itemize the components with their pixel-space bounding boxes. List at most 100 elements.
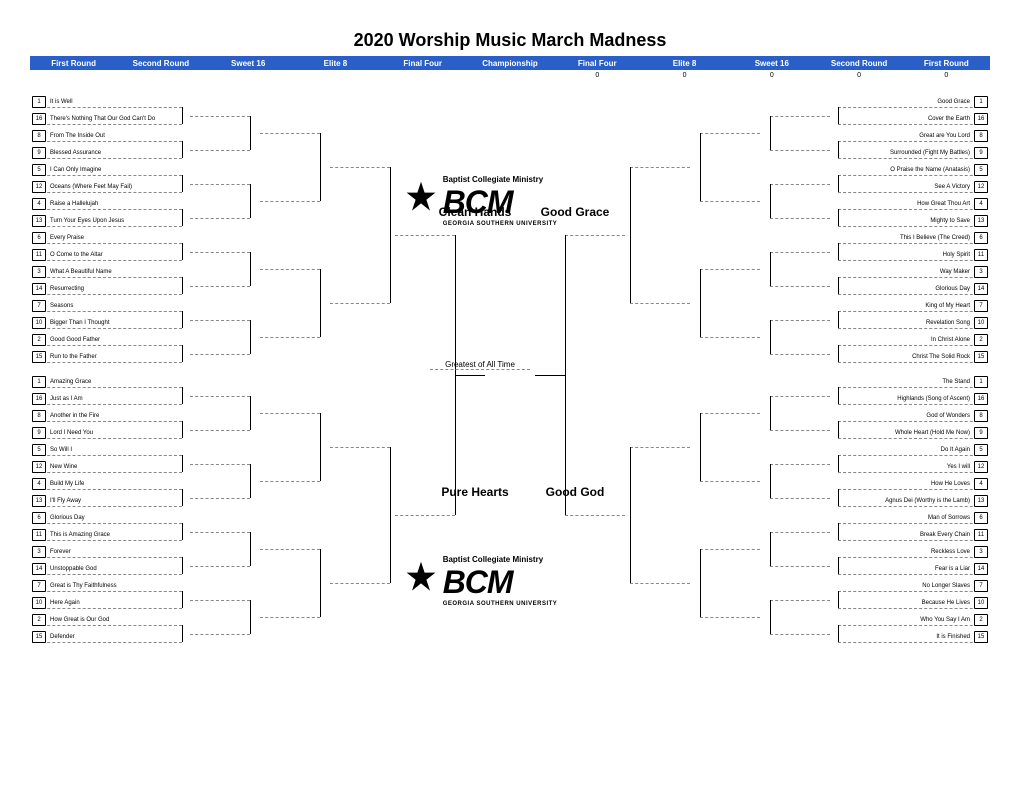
bracket-entry: 10Revelation Song bbox=[838, 317, 988, 329]
zero-cell: 0 bbox=[815, 72, 902, 79]
bracket-entry: 6Glorious Day bbox=[32, 512, 182, 524]
zero-cell: 0 bbox=[554, 72, 641, 79]
zero-cell bbox=[466, 72, 553, 79]
entry-name: I Can Only Imagine bbox=[48, 167, 103, 173]
seed: 2 bbox=[974, 334, 988, 346]
bcm-logo: Baptist Collegiate MinistryBCMGEORGIA SO… bbox=[390, 555, 570, 607]
bracket-entry: 10Because He Lives bbox=[838, 597, 988, 609]
seed: 10 bbox=[974, 317, 988, 329]
entry-name: No Longer Slaves bbox=[920, 583, 972, 589]
champion-label: Greatest of All Time bbox=[430, 360, 530, 370]
bracket-entry: 16Cover the Earth bbox=[838, 113, 988, 125]
entry-name: Surrounded (Fight My Battles) bbox=[888, 150, 972, 156]
seed: 15 bbox=[32, 631, 46, 643]
bracket-entry: 15It is Finished bbox=[838, 631, 988, 643]
seed: 3 bbox=[32, 546, 46, 558]
bracket-entry: 14Unstoppable God bbox=[32, 563, 182, 575]
entry-name: Every Praise bbox=[48, 235, 86, 241]
seed: 14 bbox=[32, 283, 46, 295]
entry-name: God of Wonders bbox=[924, 413, 972, 419]
entry-name: This I Believe (The Creed) bbox=[898, 235, 972, 241]
bracket-entry: 4Build My Life bbox=[32, 478, 182, 490]
entry-name: Good Grace bbox=[935, 99, 972, 105]
zero-cell bbox=[379, 72, 466, 79]
entry-name: Unstoppable God bbox=[48, 566, 99, 572]
entry-name: Raise a Hallelujah bbox=[48, 201, 100, 207]
seed: 11 bbox=[974, 249, 988, 261]
entry-name: So Will I bbox=[48, 447, 74, 453]
seed: 13 bbox=[32, 215, 46, 227]
bracket-entry: 7Seasons bbox=[32, 300, 182, 312]
seed: 9 bbox=[32, 147, 46, 159]
seed: 3 bbox=[974, 546, 988, 558]
bracket-entry: 14Fear is a Liar bbox=[838, 563, 988, 575]
page-title: 2020 Worship Music March Madness bbox=[0, 30, 1020, 51]
entry-name: Holy Spirit bbox=[941, 252, 972, 258]
seed: 15 bbox=[32, 351, 46, 363]
bracket-entry: 5O Praise the Name (Anatasis) bbox=[838, 164, 988, 176]
seed: 7 bbox=[32, 300, 46, 312]
zero-cell bbox=[292, 72, 379, 79]
header-col: Elite 8 bbox=[292, 59, 379, 68]
seed: 1 bbox=[974, 96, 988, 108]
header-col: Championship bbox=[466, 59, 553, 68]
header-col: First Round bbox=[30, 59, 117, 68]
entry-name: New Wine bbox=[48, 464, 79, 470]
seed: 13 bbox=[32, 495, 46, 507]
entry-name: Good Good Father bbox=[48, 337, 102, 343]
bracket-entry: 4How Great Thou Art bbox=[838, 198, 988, 210]
seed: 14 bbox=[32, 563, 46, 575]
entry-name: In Christ Alone bbox=[929, 337, 972, 343]
bracket-entry: 14Glorious Day bbox=[838, 283, 988, 295]
bracket-entry: 11O Come to the Altar bbox=[32, 249, 182, 261]
header-col: First Round bbox=[903, 59, 990, 68]
seed: 3 bbox=[974, 266, 988, 278]
bracket-entry: 12Yes I will bbox=[838, 461, 988, 473]
bracket-entry: 9Whole Heart (Hold Me Now) bbox=[838, 427, 988, 439]
seed: 8 bbox=[974, 130, 988, 142]
bracket-entry: 13Agnus Dei (Worthy is the Lamb) bbox=[838, 495, 988, 507]
seed: 6 bbox=[32, 232, 46, 244]
header-col: Elite 8 bbox=[641, 59, 728, 68]
bracket-entry: 8Another in the Fire bbox=[32, 410, 182, 422]
seed: 11 bbox=[32, 529, 46, 541]
entry-name: Fear is a Liar bbox=[933, 566, 972, 572]
bracket-entry: 14Resurrecting bbox=[32, 283, 182, 295]
bracket-entry: 15Defender bbox=[32, 631, 182, 643]
bracket-entry: 13Mighty to Save bbox=[838, 215, 988, 227]
bracket-entry: 13I'll Fly Away bbox=[32, 495, 182, 507]
seed: 10 bbox=[32, 317, 46, 329]
entry-name: See A Victory bbox=[932, 184, 972, 190]
seed: 5 bbox=[32, 444, 46, 456]
entry-name: How Great is Our God bbox=[48, 617, 111, 623]
bracket-entry: 12New Wine bbox=[32, 461, 182, 473]
entry-name: Agnus Dei (Worthy is the Lamb) bbox=[883, 498, 972, 504]
entry-name: Turn Your Eyes Upon Jesus bbox=[48, 218, 126, 224]
entry-name: Mighty to Save bbox=[928, 218, 972, 224]
seed: 12 bbox=[32, 461, 46, 473]
seed: 11 bbox=[974, 529, 988, 541]
bracket-entry: 6This I Believe (The Creed) bbox=[838, 232, 988, 244]
bracket-entry: 11Holy Spirit bbox=[838, 249, 988, 261]
seed: 8 bbox=[32, 130, 46, 142]
entry-name: Christ The Solid Rock bbox=[910, 354, 972, 360]
bracket-entry: 1Amazing Grace bbox=[32, 376, 182, 388]
bracket-entry: 12See A Victory bbox=[838, 181, 988, 193]
bracket-entry: 15Run to the Father bbox=[32, 351, 182, 363]
bracket-entry: 1It is Well bbox=[32, 96, 182, 108]
entry-name: It is Well bbox=[48, 99, 75, 105]
entry-name: Whole Heart (Hold Me Now) bbox=[893, 430, 972, 436]
zero-cell bbox=[30, 72, 117, 79]
bracket-entry: 4How He Loves bbox=[838, 478, 988, 490]
bracket-entry: 8God of Wonders bbox=[838, 410, 988, 422]
entry-name: Break Every Chain bbox=[918, 532, 972, 538]
seed: 13 bbox=[974, 495, 988, 507]
entry-name: Oceans (Where Feet May Fail) bbox=[48, 184, 134, 190]
entry-name: Build My Life bbox=[48, 481, 86, 487]
seed: 4 bbox=[974, 478, 988, 490]
seed: 5 bbox=[974, 164, 988, 176]
seed: 5 bbox=[974, 444, 988, 456]
seed: 14 bbox=[974, 563, 988, 575]
entry-name: Way Maker bbox=[938, 269, 972, 275]
entry-name: Yes I will bbox=[945, 464, 972, 470]
